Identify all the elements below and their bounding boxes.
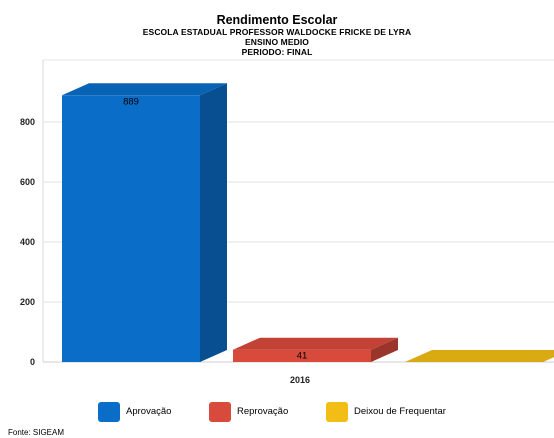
bar-side-aprovacao: [200, 83, 227, 363]
data-label-aprovacao: 889: [123, 96, 139, 107]
legend-label-deixou: Deixou de Frequentar: [354, 406, 446, 417]
legend-swatch-reprovacao: [209, 402, 231, 422]
bar-top-deixou: [405, 350, 554, 362]
bar-front-reprovacao: [233, 349, 371, 362]
legend-item-reprovacao[interactable]: Reprovação: [209, 402, 288, 422]
source-note: Fonte: SIGEAM: [8, 428, 64, 437]
bars: [62, 83, 554, 363]
chart-subtitle-period: PERIODO: FINAL: [242, 47, 313, 57]
legend-label-aprovacao: Aprovação: [126, 406, 171, 417]
bar-front-aprovacao: [62, 95, 200, 363]
legend-swatch-aprovacao: [98, 402, 120, 422]
y-tick-label: 800: [20, 117, 35, 127]
data-label-reprovacao: 41: [297, 351, 308, 362]
bar-top-aprovacao: [62, 83, 227, 96]
y-axis: 0 200 400 600 800: [20, 117, 35, 367]
bar-side-reprovacao: [371, 337, 398, 362]
data-labels: 889 41: [123, 96, 307, 361]
y-tick-label: 200: [20, 297, 35, 307]
chart-title: Rendimento Escolar: [217, 13, 338, 27]
legend-item-aprovacao[interactable]: Aprovação: [98, 402, 171, 422]
chart-subtitle-level: ENSINO MEDIO: [245, 37, 309, 47]
bar-top-reprovacao: [233, 337, 398, 350]
y-tick-label: 0: [30, 357, 35, 367]
legend-item-deixou[interactable]: Deixou de Frequentar: [326, 402, 446, 422]
legend: Aprovação Reprovação Deixou de Frequenta…: [98, 402, 446, 422]
y-tick-label: 600: [20, 177, 35, 187]
chart-subtitle-school: ESCOLA ESTADUAL PROFESSOR WALDOCKE FRICK…: [143, 27, 411, 37]
legend-swatch-deixou: [326, 402, 348, 422]
y-tick-label: 400: [20, 237, 35, 247]
x-tick-label: 2016: [290, 375, 310, 385]
legend-label-reprovacao: Reprovação: [237, 406, 288, 417]
